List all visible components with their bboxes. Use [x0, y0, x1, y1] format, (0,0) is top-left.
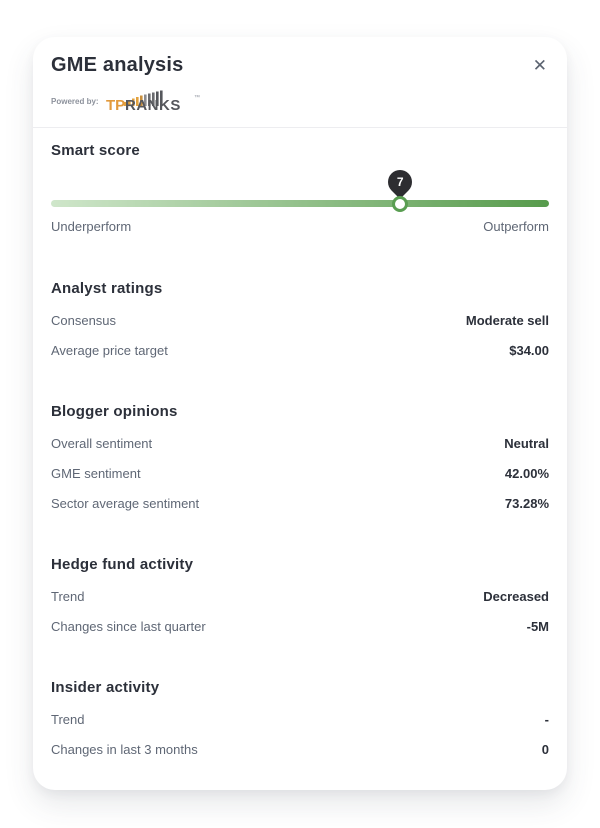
scale-label-underperform: Underperform: [51, 219, 132, 234]
powered-by-label: Powered by:: [51, 96, 99, 106]
brand-part2: RANKS: [125, 97, 181, 113]
score-pin-icon: 7: [382, 165, 417, 199]
metric-value: -5M: [526, 619, 549, 634]
smart-score-value: 7: [396, 175, 403, 189]
metric-row: Sector average sentiment 73.28%: [51, 497, 549, 510]
header-divider: [33, 127, 567, 128]
metric-label: Sector average sentiment: [51, 496, 200, 511]
metric-value: Neutral: [504, 436, 549, 451]
metric-value: 42.00%: [504, 466, 549, 481]
metric-label: Trend: [51, 712, 85, 727]
metric-label: Changes in last 3 months: [51, 742, 198, 757]
metric-row: Trend -: [51, 713, 549, 726]
section-heading: Hedge fund activity: [51, 556, 194, 573]
metric-value: Decreased: [483, 589, 549, 604]
smart-score-marker: 7: [382, 165, 417, 199]
section-blogger-opinions: Blogger opinions Overall sentiment Neutr…: [51, 403, 549, 510]
smart-score-scale: Underperform Outperform: [51, 219, 549, 234]
smart-score-heading: Smart score: [51, 142, 140, 159]
metric-label: Overall sentiment: [51, 436, 153, 451]
section-smart-score: Smart score 7 Underperform Outperform: [51, 142, 549, 234]
section-heading: Analyst ratings: [51, 280, 163, 297]
metric-row: Trend Decreased: [51, 590, 549, 603]
metric-row: Overall sentiment Neutral: [51, 437, 549, 450]
metric-label: Average price target: [51, 343, 168, 358]
metric-value: Moderate sell: [465, 313, 549, 328]
metric-value: $34.00: [509, 343, 549, 358]
scale-label-outperform: Outperform: [483, 219, 549, 234]
modal-header: GME analysis ✕: [51, 55, 549, 76]
section-insider-activity: Insider activity Trend - Changes in last…: [51, 679, 549, 756]
metric-value: 0: [541, 742, 549, 757]
metric-value: 73.28%: [504, 496, 549, 511]
brand-trademark: ™: [194, 94, 200, 101]
section-heading: Blogger opinions: [51, 403, 178, 420]
smart-score-knob: [391, 195, 408, 212]
section-hedge-fund-activity: Hedge fund activity Trend Decreased Chan…: [51, 556, 549, 633]
smart-score-track: [51, 195, 549, 212]
tipranks-logo-icon: TP RANKS ™: [106, 90, 200, 113]
section-heading: Insider activity: [51, 679, 160, 696]
metric-row: GME sentiment 42.00%: [51, 467, 549, 480]
close-button[interactable]: ✕: [531, 55, 549, 76]
metric-label: GME sentiment: [51, 466, 141, 481]
metric-row: Average price target $34.00: [51, 344, 549, 357]
metric-value: -: [544, 712, 549, 727]
analysis-modal: GME analysis ✕ Powered by:: [33, 37, 567, 790]
metric-row: Changes in last 3 months 0: [51, 743, 549, 756]
metric-label: Trend: [51, 589, 85, 604]
section-analyst-ratings: Analyst ratings Consensus Moderate sell …: [51, 280, 549, 357]
metric-label: Changes since last quarter: [51, 619, 206, 634]
page-title: GME analysis: [51, 54, 184, 76]
smart-score-slider: 7: [51, 163, 549, 212]
metric-row: Changes since last quarter -5M: [51, 620, 549, 633]
powered-by: Powered by: TP RANKS ™: [51, 89, 549, 113]
close-icon: ✕: [532, 56, 547, 75]
metric-label: Consensus: [51, 313, 117, 328]
tipranks-logo-link[interactable]: TP RANKS ™: [105, 89, 205, 113]
metric-row: Consensus Moderate sell: [51, 314, 549, 327]
brand-part1: TP: [106, 97, 125, 113]
